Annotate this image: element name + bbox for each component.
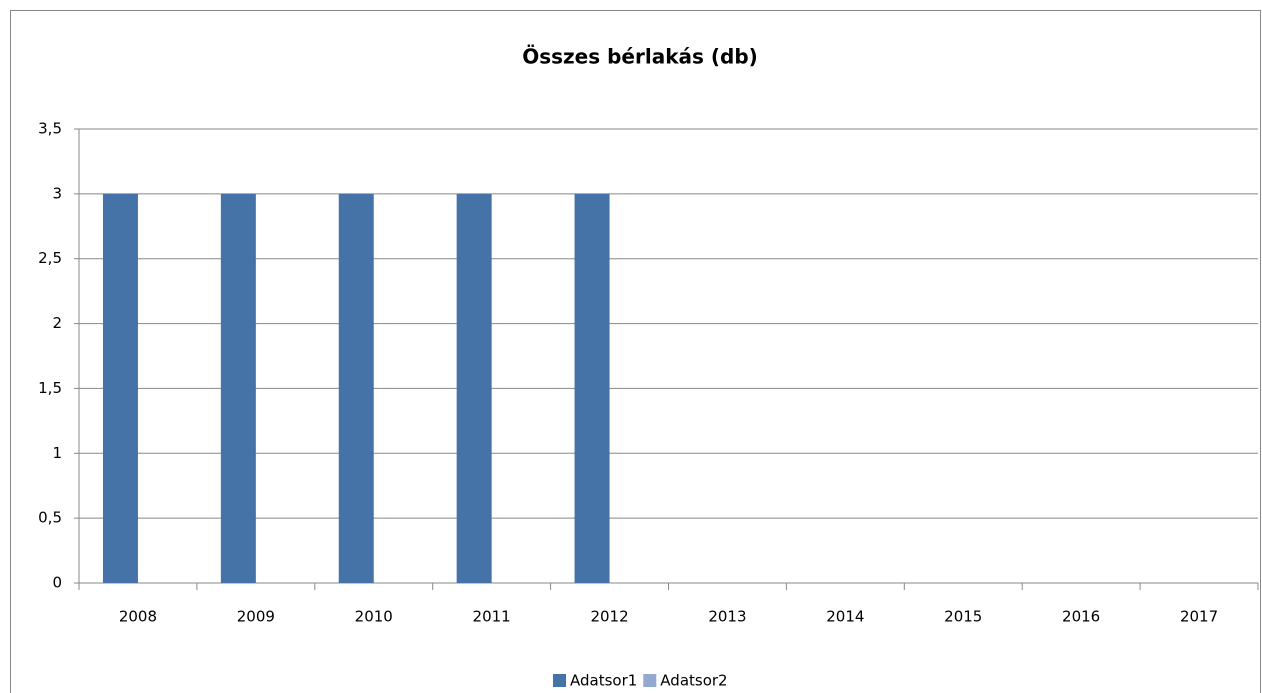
x-tick-label: 2009 <box>237 608 275 626</box>
legend-label: Adatsor1 <box>570 672 637 690</box>
y-tick-label: 3,5 <box>38 120 62 138</box>
y-tick-label: 1 <box>52 444 62 462</box>
bar <box>574 193 610 583</box>
chart-title: Összes bérlakás (db) <box>522 45 758 69</box>
x-tick-label: 2017 <box>1180 608 1218 626</box>
y-tick-label: 1,5 <box>38 379 62 397</box>
y-tick-label: 2,5 <box>38 249 62 267</box>
y-tick-label: 0 <box>52 574 62 592</box>
y-tick-label: 3 <box>52 184 62 202</box>
legend-swatch <box>553 674 566 687</box>
x-tick-label: 2014 <box>826 608 864 626</box>
y-tick-label: 0,5 <box>38 509 62 527</box>
x-tick-label: 2010 <box>355 608 393 626</box>
bar <box>456 193 492 583</box>
x-tick-label: 2015 <box>944 608 982 626</box>
x-tick-label: 2013 <box>708 608 746 626</box>
bar <box>220 193 256 583</box>
x-tick-label: 2016 <box>1062 608 1100 626</box>
y-tick-label: 2 <box>52 314 62 332</box>
legend-label: Adatsor2 <box>660 672 727 690</box>
bar <box>338 193 374 583</box>
chart-frame <box>10 10 1261 693</box>
legend-swatch <box>643 674 657 687</box>
bar <box>102 193 138 583</box>
x-tick-label: 2008 <box>119 608 157 626</box>
x-tick-label: 2012 <box>590 608 628 626</box>
x-tick-label: 2011 <box>473 608 511 626</box>
